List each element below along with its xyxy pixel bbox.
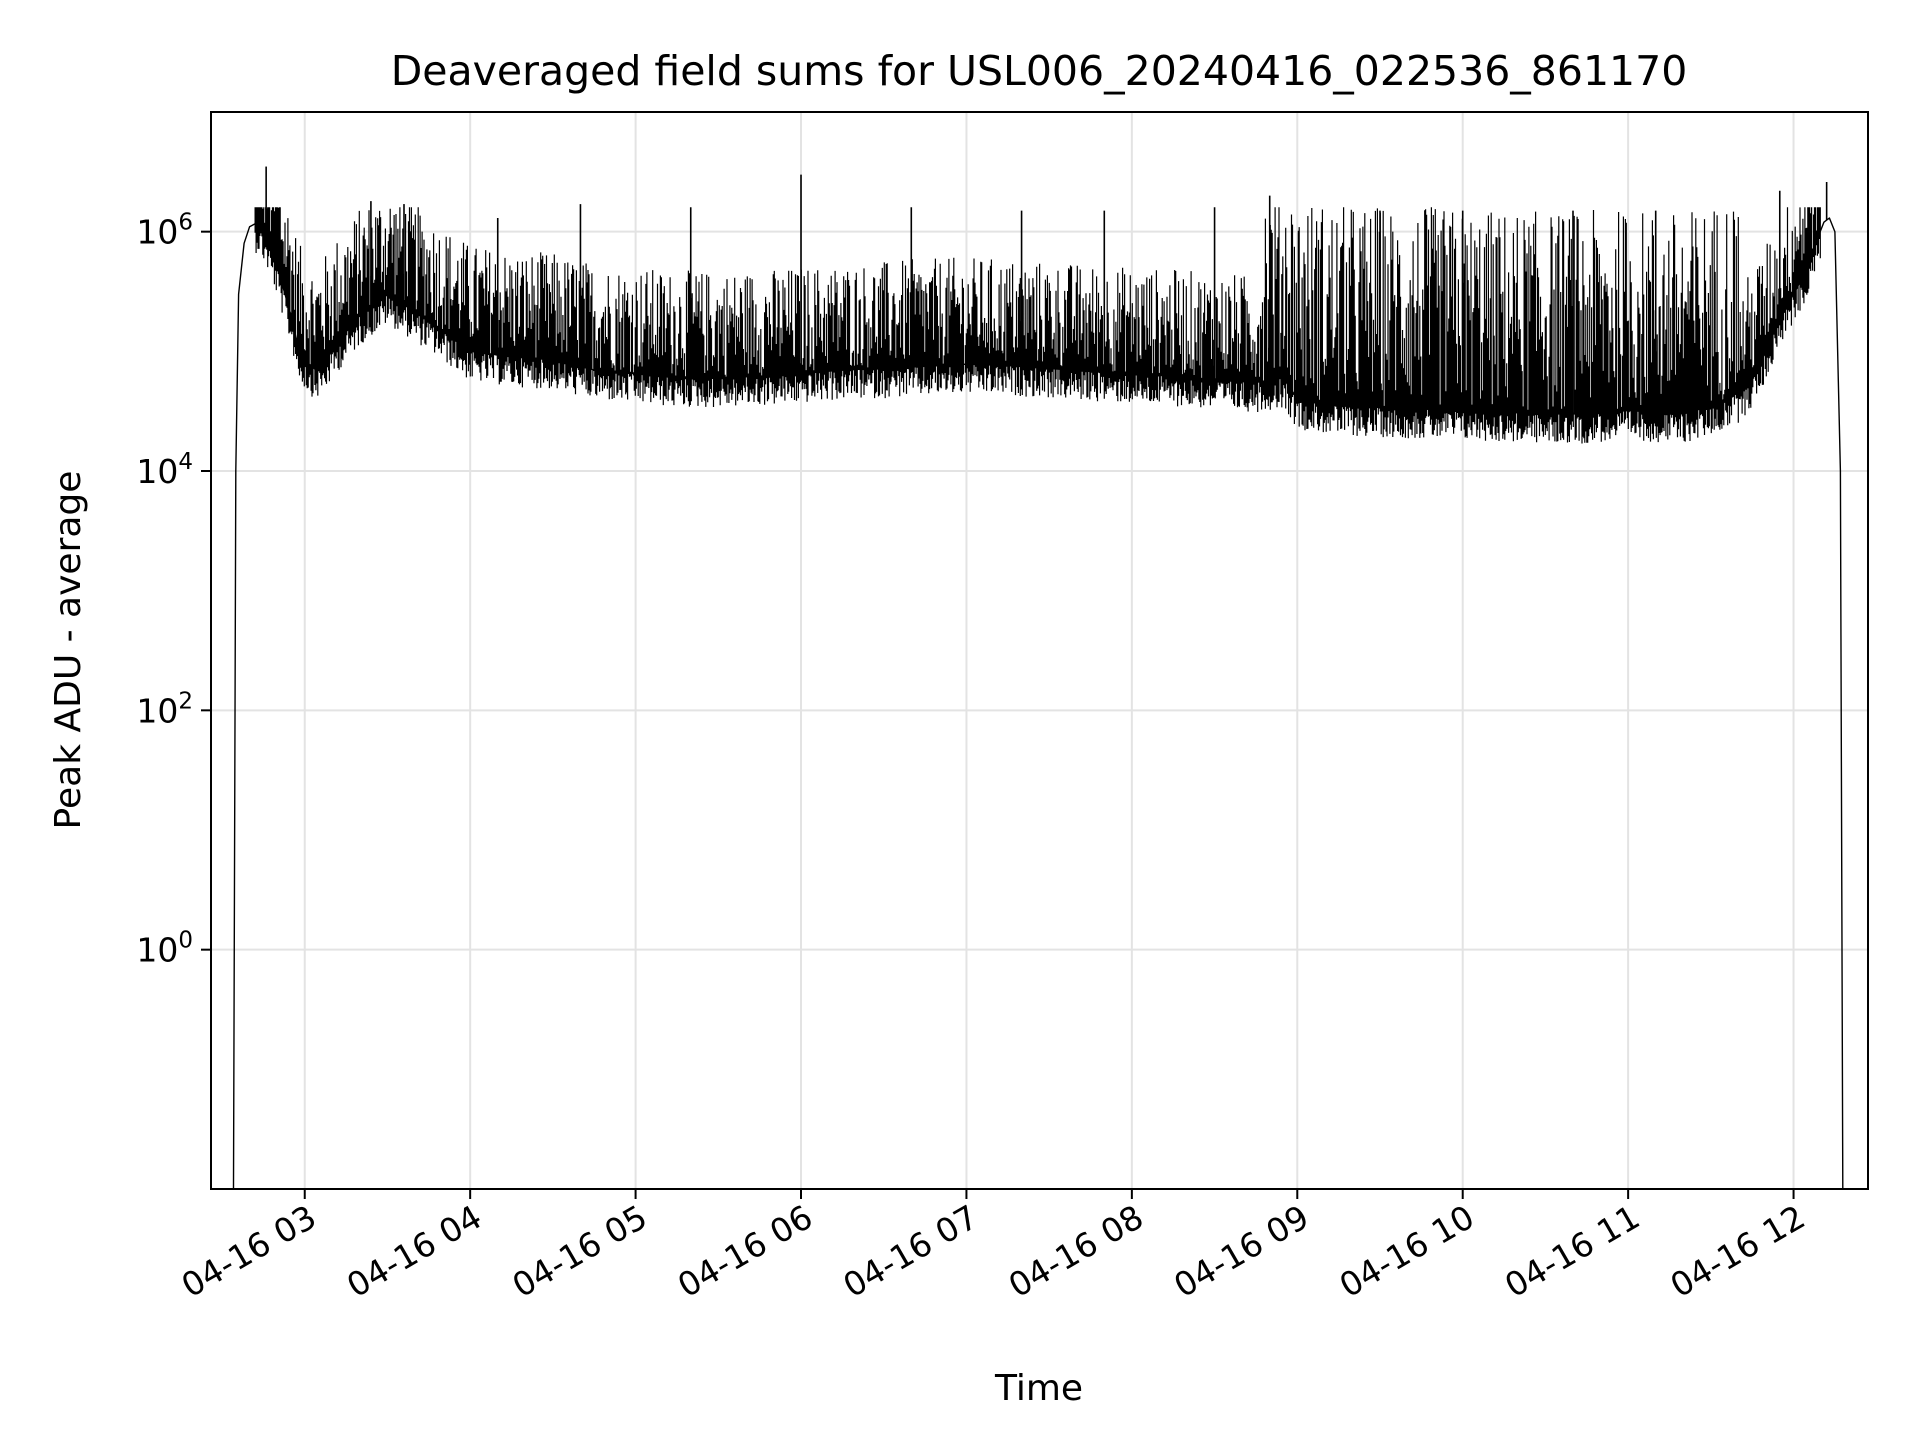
noise-band	[254, 207, 1821, 444]
plot-frame	[210, 111, 1869, 1190]
spike-lines	[254, 166, 1828, 444]
chart-title: Deaveraged field sums for USL006_2024041…	[391, 47, 1688, 95]
x-axis-label: Time	[994, 1368, 1083, 1409]
y-axis-label: Peak ADU - average	[48, 471, 89, 830]
plot-area	[232, 166, 1844, 1189]
y-tick-label: 100	[136, 928, 193, 970]
